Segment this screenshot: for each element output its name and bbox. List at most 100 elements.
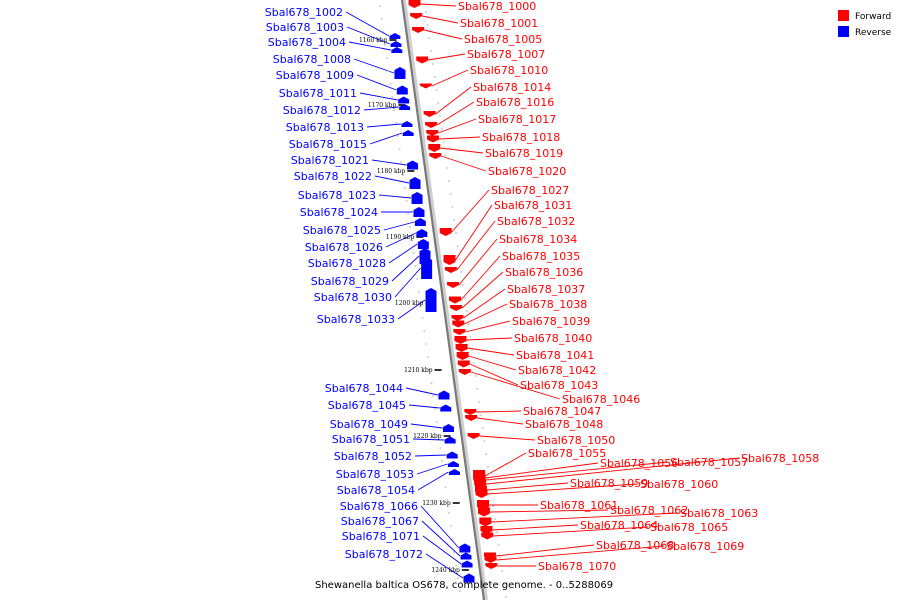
forward-gene-label[interactable]: Sbal678_1047 bbox=[523, 405, 601, 418]
forward-gene-label[interactable]: Sbal678_1020 bbox=[488, 165, 566, 178]
reverse-gene-label[interactable]: Sbal678_1013 bbox=[286, 121, 364, 134]
reverse-gene-label[interactable]: Sbal678_1023 bbox=[298, 189, 376, 202]
reverse-gene-label[interactable]: Sbal678_1011 bbox=[279, 87, 357, 100]
forward-gene-label[interactable]: Sbal678_1041 bbox=[516, 349, 594, 362]
reverse-gene-label[interactable]: Sbal678_1071 bbox=[342, 530, 420, 543]
reverse-gene-label[interactable]: Sbal678_1009 bbox=[276, 69, 354, 82]
forward-gene-arrow[interactable] bbox=[481, 532, 494, 540]
forward-gene-arrow[interactable] bbox=[419, 83, 432, 89]
reverse-gene-label[interactable]: Sbal678_1008 bbox=[273, 53, 351, 66]
forward-gene-arrow[interactable] bbox=[485, 563, 498, 569]
forward-gene-label[interactable]: Sbal678_1050 bbox=[537, 434, 615, 447]
reverse-gene-arrow[interactable] bbox=[449, 469, 461, 475]
reverse-gene-arrow[interactable] bbox=[425, 288, 437, 312]
forward-gene-label[interactable]: Sbal678_1005 bbox=[464, 33, 542, 46]
reverse-gene-label[interactable]: Sbal678_1024 bbox=[300, 206, 378, 219]
forward-gene-arrow[interactable] bbox=[429, 153, 442, 159]
forward-gene-label[interactable]: Sbal678_1062 bbox=[610, 504, 688, 517]
reverse-gene-label[interactable]: Sbal678_1072 bbox=[345, 548, 423, 561]
forward-gene-arrow[interactable] bbox=[453, 329, 466, 335]
forward-gene-label[interactable]: Sbal678_1038 bbox=[509, 298, 587, 311]
forward-gene-arrow[interactable] bbox=[446, 282, 459, 288]
reverse-gene-arrow[interactable] bbox=[394, 67, 406, 79]
forward-gene-arrow[interactable] bbox=[451, 315, 464, 321]
reverse-gene-label[interactable]: Sbal678_1003 bbox=[266, 21, 344, 34]
forward-gene-arrow[interactable] bbox=[480, 526, 493, 534]
reverse-gene-label[interactable]: Sbal678_1054 bbox=[337, 484, 415, 497]
forward-gene-arrow[interactable] bbox=[457, 360, 470, 368]
reverse-gene-label[interactable]: Sbal678_1051 bbox=[332, 433, 410, 446]
forward-gene-label[interactable]: Sbal678_1035 bbox=[502, 250, 580, 263]
reverse-gene-arrow[interactable] bbox=[399, 104, 411, 110]
reverse-gene-arrow[interactable] bbox=[461, 560, 473, 568]
reverse-gene-arrow[interactable] bbox=[444, 436, 456, 444]
forward-gene-arrow[interactable] bbox=[467, 433, 480, 439]
forward-gene-label[interactable]: Sbal678_1056 bbox=[600, 457, 678, 470]
reverse-gene-label[interactable]: Sbal678_1002 bbox=[265, 6, 343, 19]
forward-gene-arrow[interactable] bbox=[477, 507, 490, 517]
reverse-gene-arrow[interactable] bbox=[442, 424, 454, 432]
reverse-gene-arrow[interactable] bbox=[401, 121, 413, 127]
forward-gene-arrow[interactable] bbox=[423, 111, 436, 117]
forward-gene-label[interactable]: Sbal678_1018 bbox=[482, 131, 560, 144]
forward-gene-label[interactable]: Sbal678_1061 bbox=[540, 499, 618, 512]
forward-gene-arrow[interactable] bbox=[426, 135, 439, 143]
reverse-gene-label[interactable]: Sbal678_1028 bbox=[308, 257, 386, 270]
reverse-gene-label[interactable]: Sbal678_1044 bbox=[325, 382, 403, 395]
forward-gene-arrow[interactable] bbox=[454, 336, 467, 344]
reverse-gene-arrow[interactable] bbox=[460, 552, 472, 560]
forward-gene-arrow[interactable] bbox=[410, 13, 423, 19]
forward-gene-arrow[interactable] bbox=[475, 490, 488, 498]
forward-gene-label[interactable]: Sbal678_1046 bbox=[562, 393, 640, 406]
reverse-gene-arrow[interactable] bbox=[421, 257, 433, 279]
forward-gene-label[interactable]: Sbal678_1037 bbox=[507, 283, 585, 296]
forward-gene-label[interactable]: Sbal678_1034 bbox=[499, 233, 577, 246]
forward-gene-label[interactable]: Sbal678_1032 bbox=[497, 215, 575, 228]
forward-gene-arrow[interactable] bbox=[416, 56, 429, 64]
forward-gene-label[interactable]: Sbal678_1070 bbox=[538, 560, 616, 573]
forward-gene-label[interactable]: Sbal678_1058 bbox=[741, 452, 819, 465]
forward-gene-label[interactable]: Sbal678_1057 bbox=[670, 456, 748, 469]
forward-gene-arrow[interactable] bbox=[458, 369, 471, 375]
reverse-gene-label[interactable]: Sbal678_1025 bbox=[303, 224, 381, 237]
reverse-gene-label[interactable]: Sbal678_1049 bbox=[330, 418, 408, 431]
reverse-gene-label[interactable]: Sbal678_1053 bbox=[336, 468, 414, 481]
forward-gene-arrow[interactable] bbox=[426, 130, 439, 136]
reverse-gene-arrow[interactable] bbox=[447, 461, 459, 467]
forward-gene-arrow[interactable] bbox=[443, 255, 456, 265]
forward-gene-arrow[interactable] bbox=[412, 27, 425, 33]
forward-gene-label[interactable]: Sbal678_1055 bbox=[528, 447, 606, 460]
reverse-gene-arrow[interactable] bbox=[398, 96, 410, 104]
forward-gene-arrow[interactable] bbox=[465, 415, 478, 421]
reverse-gene-arrow[interactable] bbox=[463, 573, 475, 583]
reverse-gene-arrow[interactable] bbox=[402, 130, 414, 136]
forward-gene-arrow[interactable] bbox=[428, 144, 441, 152]
reverse-gene-label[interactable]: Sbal678_1026 bbox=[305, 241, 383, 254]
forward-gene-label[interactable]: Sbal678_1042 bbox=[518, 364, 596, 377]
forward-gene-arrow[interactable] bbox=[449, 296, 461, 304]
reverse-gene-label[interactable]: Sbal678_1066 bbox=[340, 500, 418, 513]
forward-gene-arrow[interactable] bbox=[450, 305, 463, 311]
forward-gene-label[interactable]: Sbal678_1010 bbox=[470, 64, 548, 77]
forward-gene-label[interactable]: Sbal678_1048 bbox=[525, 418, 603, 431]
forward-gene-arrow[interactable] bbox=[455, 344, 468, 352]
reverse-gene-arrow[interactable] bbox=[459, 543, 471, 553]
reverse-gene-arrow[interactable] bbox=[416, 229, 428, 237]
forward-gene-arrow[interactable] bbox=[408, 0, 421, 8]
reverse-gene-label[interactable]: Sbal678_1067 bbox=[341, 515, 419, 528]
forward-gene-label[interactable]: Sbal678_1043 bbox=[520, 379, 598, 392]
forward-gene-label[interactable]: Sbal678_1007 bbox=[467, 48, 545, 61]
forward-gene-arrow[interactable] bbox=[425, 122, 438, 128]
forward-gene-label[interactable]: Sbal678_1019 bbox=[485, 147, 563, 160]
reverse-gene-arrow[interactable] bbox=[446, 451, 458, 459]
forward-gene-label[interactable]: Sbal678_1000 bbox=[458, 0, 536, 13]
reverse-gene-label[interactable]: Sbal678_1012 bbox=[283, 104, 361, 117]
forward-gene-label[interactable]: Sbal678_1040 bbox=[514, 332, 592, 345]
reverse-gene-label[interactable]: Sbal678_1052 bbox=[334, 450, 412, 463]
forward-gene-arrow[interactable] bbox=[439, 228, 452, 236]
reverse-gene-arrow[interactable] bbox=[389, 33, 401, 39]
reverse-gene-label[interactable]: Sbal678_1022 bbox=[294, 170, 372, 183]
forward-gene-arrow[interactable] bbox=[464, 409, 477, 415]
forward-gene-label[interactable]: Sbal678_1036 bbox=[505, 266, 583, 279]
reverse-gene-arrow[interactable] bbox=[407, 160, 419, 170]
